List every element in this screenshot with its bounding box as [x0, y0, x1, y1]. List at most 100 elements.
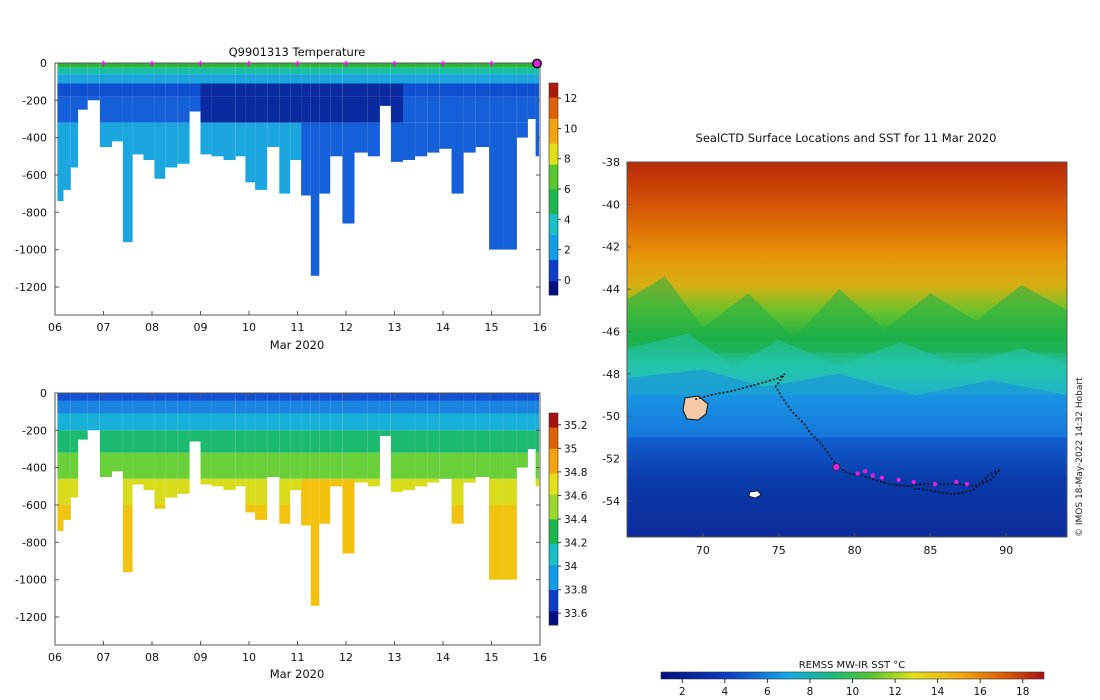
- x-tick-label: 13: [388, 651, 402, 664]
- profile-cell: [319, 96, 331, 123]
- profile-cell: [475, 400, 489, 414]
- colorbar-segment: [549, 490, 558, 495]
- profile-cell: [527, 430, 536, 449]
- profile-cell: [439, 400, 452, 414]
- sst-colorbar-tick-label: 8: [807, 686, 814, 698]
- profile-cell: [57, 413, 64, 431]
- map-y-tick-label: -42: [602, 241, 620, 254]
- profile-cell: [489, 505, 504, 580]
- colorbar-segment: [549, 593, 558, 598]
- profile-cell: [354, 122, 368, 153]
- profile-cell: [78, 96, 88, 110]
- profile-cell: [132, 478, 144, 485]
- profile-cell: [235, 430, 246, 453]
- colorbar-segment: [549, 529, 558, 534]
- profile-cell: [99, 67, 112, 75]
- profile-cell: [99, 83, 112, 97]
- profile-cell: [301, 96, 311, 123]
- profile-cell: [319, 430, 331, 453]
- profile-cell: [463, 83, 476, 97]
- profile-cell: [463, 67, 476, 75]
- profile-cell: [255, 83, 268, 97]
- profile-cell: [235, 478, 246, 487]
- profile-cell: [132, 67, 144, 75]
- colorbar-segment: [549, 83, 558, 87]
- profile-cell: [112, 413, 123, 431]
- profile-cell: [310, 413, 320, 431]
- colorbar-segment: [549, 533, 558, 538]
- surface-fix-marker: ✦: [487, 59, 495, 70]
- colorbar-segment: [549, 497, 558, 502]
- profile-cell: [517, 67, 528, 75]
- profile-cell: [200, 122, 212, 155]
- profile-cell: [255, 74, 268, 84]
- profile-cell: [489, 413, 504, 431]
- profile-cell: [517, 122, 528, 138]
- x-tick-label: 13: [388, 321, 402, 334]
- profile-cell: [354, 452, 368, 479]
- profile-cell: [301, 400, 311, 414]
- colorbar-segment: [549, 93, 558, 98]
- colorbar-segment: [549, 143, 558, 147]
- profile-cell: [451, 452, 464, 479]
- profile-cell: [517, 413, 528, 431]
- profile-cell: [439, 96, 452, 123]
- profile-cell: [132, 452, 144, 479]
- colorbar-segment: [549, 550, 558, 555]
- colorbar-segment: [549, 220, 558, 225]
- profile-cell: [301, 393, 311, 401]
- profile-cell: [112, 122, 123, 142]
- profile-cell: [132, 83, 144, 97]
- profile-cell: [279, 63, 291, 68]
- profile-cell: [439, 122, 452, 149]
- profile-cell: [415, 74, 428, 84]
- colorbar-tick-label: 0: [564, 275, 571, 287]
- y-tick-label: -1200: [15, 611, 47, 624]
- profile-cell: [143, 63, 155, 68]
- profile-cell: [290, 96, 302, 123]
- profile-cell: [200, 478, 212, 485]
- profile-cell: [535, 83, 539, 97]
- profile-cell: [235, 67, 246, 75]
- profile-cell: [235, 96, 246, 123]
- profile-cell: [63, 413, 71, 431]
- profile-cell: [177, 430, 190, 453]
- colorbar-segment: [549, 448, 558, 453]
- profile-cell: [154, 413, 166, 431]
- profile-cell: [70, 122, 79, 168]
- colorbar-segment: [549, 252, 558, 257]
- profile-cell: [415, 63, 428, 68]
- profile-cell: [122, 83, 133, 97]
- surface-fix-marker: ✦: [196, 59, 204, 70]
- colorbar-tick-label: 33.8: [564, 585, 587, 597]
- profile-cell: [451, 67, 464, 75]
- colorbar-segment: [549, 561, 558, 566]
- colorbar-segment: [549, 287, 558, 292]
- y-tick-label: -400: [22, 462, 47, 475]
- profile-cell: [342, 430, 355, 453]
- colorbar-segment: [549, 423, 558, 428]
- profile-cell: [390, 63, 403, 68]
- profile-cell: [451, 393, 464, 401]
- profile-cell: [177, 122, 190, 164]
- surface-location: [879, 475, 885, 480]
- profile-cell: [390, 413, 403, 431]
- map-x-tick-label: 70: [696, 544, 710, 557]
- profile-cell: [200, 393, 212, 401]
- profile-cell: [379, 67, 391, 75]
- map-y-tick-label: -40: [602, 198, 620, 211]
- profile-cell: [439, 393, 452, 401]
- profile-cell: [267, 74, 280, 84]
- profile-cell: [379, 63, 391, 68]
- profile-cell: [122, 63, 133, 68]
- profile-cell: [57, 393, 64, 401]
- colorbar-segment: [549, 270, 558, 275]
- x-tick-label: 08: [145, 651, 159, 664]
- profile-cell: [223, 63, 236, 68]
- profile-cell: [475, 430, 489, 453]
- colorbar-segment: [549, 171, 558, 176]
- profile-cell: [177, 400, 190, 414]
- profile-cell: [200, 63, 212, 68]
- profile-cell: [255, 478, 268, 505]
- profile-cell: [415, 400, 428, 414]
